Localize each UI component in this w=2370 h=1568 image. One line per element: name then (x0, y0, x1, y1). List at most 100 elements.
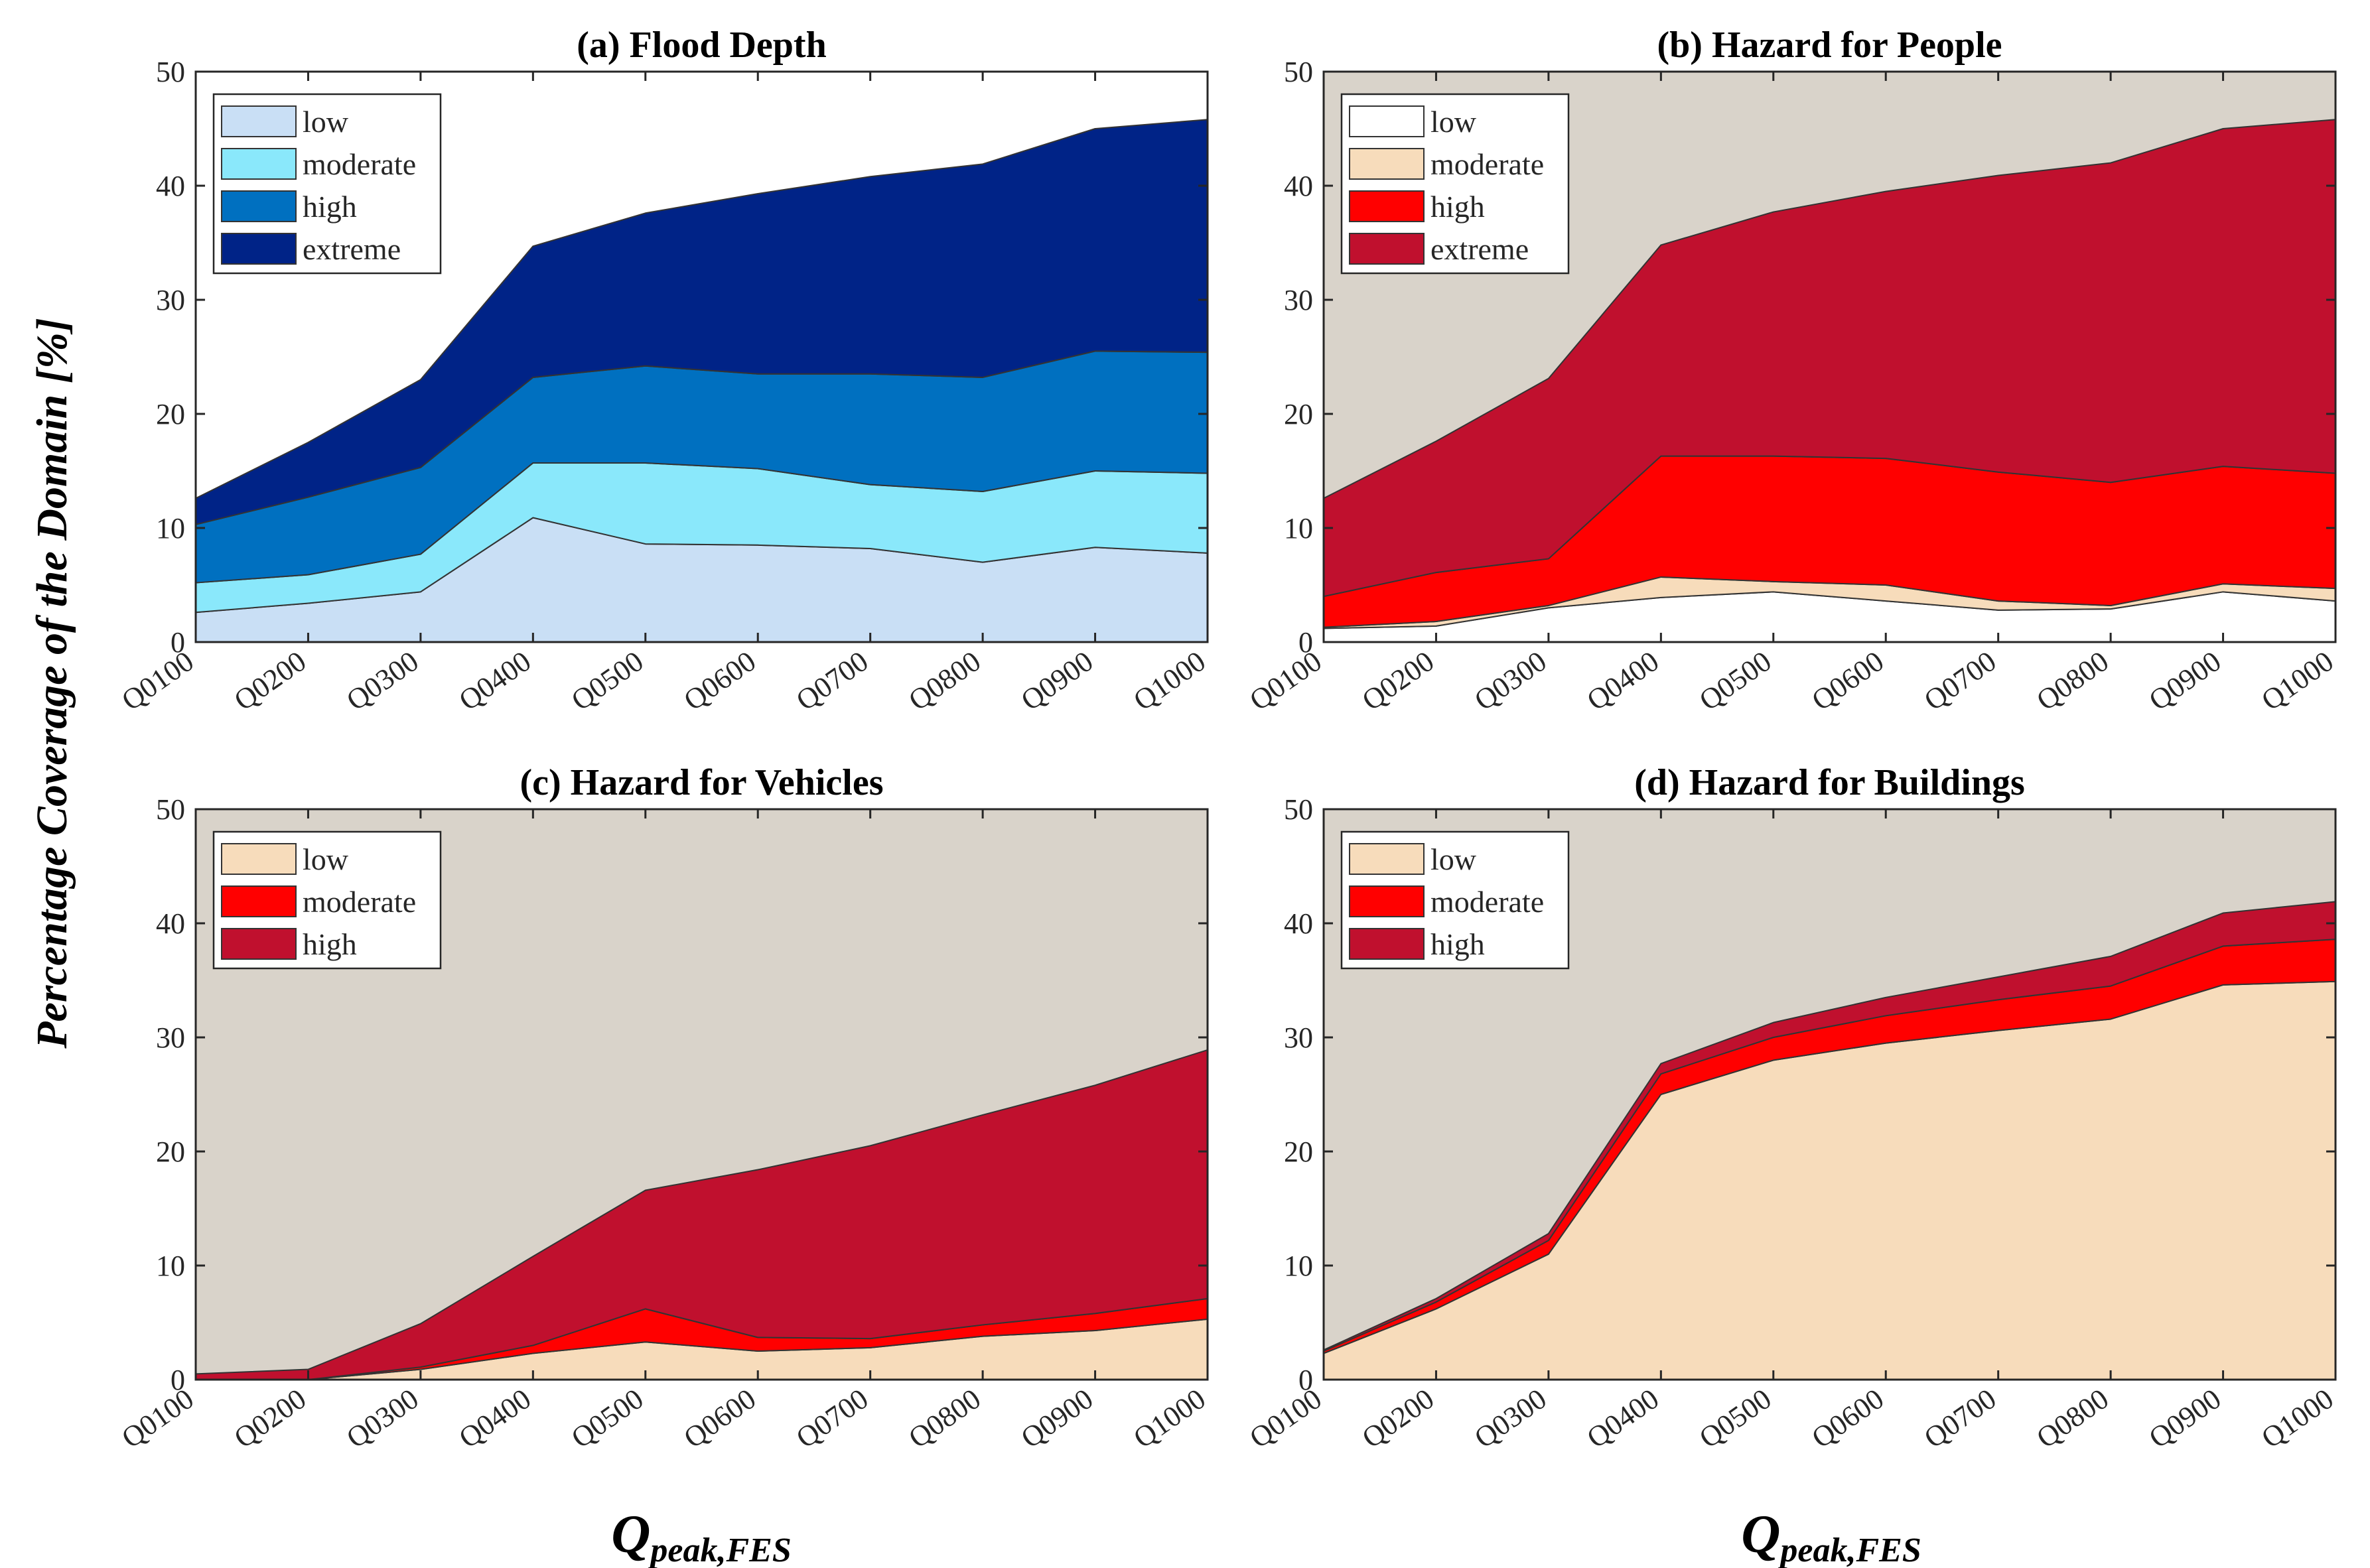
axes-frame (1322, 808, 2337, 1381)
y-tick-label: 40 (1284, 907, 1313, 940)
x-tick-label: Q0400 (1581, 645, 1665, 717)
legend: low moderate high extreme (1340, 93, 1570, 275)
x-axis-label-left: Qpeak,FES (611, 1504, 792, 1568)
legend-swatch-extreme (1349, 233, 1425, 265)
x-tick-label: Q0900 (1015, 1382, 1099, 1455)
panel-4: 0 10 20 30 40 50 Q0100 Q0200 Q0300 Q0400 Q0500 Q060… (1244, 762, 2339, 1455)
x-tick-label: Q1000 (1128, 645, 1212, 717)
x-tick-label: Q0700 (790, 1382, 874, 1455)
legend-label-low: low (1430, 842, 1477, 876)
legend-label-moderate: moderate (1430, 147, 1544, 181)
x-tick-label: Q0600 (678, 645, 762, 717)
y-tick-label: 50 (1284, 56, 1313, 88)
x-tick-label: Q0800 (903, 1382, 987, 1455)
legend-label-low: low (1430, 105, 1477, 139)
chart-panels: 0 10 20 30 40 50 Q0100 Q0200 Q0300 Q0400 Q0500 Q060… (116, 25, 2339, 1455)
x-tick-label: Q0300 (1468, 1382, 1552, 1455)
legend-swatch-high (1349, 190, 1425, 222)
panel-title: (c) Hazard for Vehicles (520, 762, 884, 803)
y-axis-label: Percentage Coverage of the Domain [%] (28, 318, 76, 1049)
legend-label-high: high (1430, 927, 1485, 961)
y-tick-label: 10 (156, 1250, 185, 1282)
legend-label-high: high (303, 927, 357, 961)
y-tick-label: 20 (1284, 398, 1313, 430)
legend-label-high: high (303, 190, 357, 224)
x-tick-label: Q0500 (565, 1382, 649, 1455)
axes-frame (194, 70, 1209, 643)
x-tick-label: Q0700 (1918, 645, 2002, 717)
x-tick-label: Q0200 (1356, 1382, 1440, 1455)
x-tick-label: Q0200 (228, 1382, 312, 1455)
y-tick-label: 30 (156, 1021, 185, 1054)
y-tick-label: 10 (156, 512, 185, 545)
y-tick-label: 50 (156, 56, 185, 88)
x-tick-label: Q0800 (2031, 645, 2115, 717)
x-tick-label: Q0900 (2143, 1382, 2227, 1455)
x-tick-label: Q1000 (1128, 1382, 1212, 1455)
x-tick-label: Q0900 (2143, 645, 2227, 717)
x-tick-label: Q0500 (1693, 1382, 1777, 1455)
y-tick-label: 0 (1298, 1364, 1313, 1396)
legend-swatch-extreme (221, 233, 297, 265)
x-tick-label: Q0600 (678, 1382, 762, 1455)
x-axis-label-right-main: Q (1741, 1504, 1780, 1564)
x-tick-label: Q0600 (1806, 1382, 1890, 1455)
x-tick-label: Q0800 (2031, 1382, 2115, 1455)
y-tick-label: 30 (1284, 1021, 1313, 1054)
x-tick-label: Q0400 (453, 1382, 537, 1455)
y-tick-label: 0 (171, 1364, 185, 1396)
x-tick-label: Q0800 (903, 645, 987, 717)
legend-swatch-low (1349, 105, 1425, 137)
panel-title: (a) Flood Depth (577, 25, 826, 66)
y-tick-label: 0 (1298, 626, 1313, 659)
panel-1: 0 10 20 30 40 50 Q0100 Q0200 Q0300 Q0400 Q0500 Q060… (116, 25, 1212, 717)
x-axis-label-right: Qpeak,FES (1741, 1504, 1921, 1568)
y-tick-label: 40 (156, 907, 185, 940)
y-tick-label: 30 (1284, 284, 1313, 316)
axes-frame (194, 808, 1209, 1381)
x-tick-label: Q0100 (116, 1382, 200, 1455)
axes-frame (1322, 70, 2337, 643)
legend-swatch-moderate (221, 148, 297, 180)
legend-swatch-low (221, 105, 297, 137)
x-tick-label: Q0400 (453, 645, 537, 717)
y-tick-label: 50 (156, 793, 185, 826)
y-tick-label: 30 (156, 284, 185, 316)
legend-label-moderate: moderate (1430, 885, 1544, 919)
legend-label-moderate: moderate (303, 885, 416, 919)
y-tick-label: 20 (1284, 1136, 1313, 1168)
legend: low moderate high extreme (212, 93, 442, 275)
legend: low moderate high (212, 830, 442, 970)
legend-label-extreme: extreme (303, 232, 401, 266)
x-tick-label: Q0500 (565, 645, 649, 717)
x-tick-label: Q0200 (1356, 645, 1440, 717)
panel-title: (d) Hazard for Buildings (1634, 762, 2025, 803)
x-tick-label: Q0200 (228, 645, 312, 717)
legend-swatch-high (1349, 928, 1425, 960)
legend-swatch-low (1349, 843, 1425, 875)
x-tick-label: Q0100 (1244, 1382, 1328, 1455)
x-tick-label: Q0100 (116, 645, 200, 717)
legend-swatch-high (221, 928, 297, 960)
legend: low moderate high (1340, 830, 1570, 970)
panel-title: (b) Hazard for People (1657, 25, 2002, 66)
legend-label-moderate: moderate (303, 147, 416, 181)
y-tick-label: 20 (156, 398, 185, 430)
y-tick-label: 20 (156, 1136, 185, 1168)
y-tick-label: 10 (1284, 1250, 1313, 1282)
x-tick-label: Q0100 (1244, 645, 1328, 717)
x-tick-label: Q0300 (340, 645, 424, 717)
x-tick-label: Q0700 (1918, 1382, 2002, 1455)
y-tick-label: 0 (171, 626, 185, 659)
x-tick-label: Q0300 (1468, 645, 1552, 717)
legend-swatch-moderate (1349, 148, 1425, 180)
x-tick-label: Q0300 (340, 1382, 424, 1455)
x-tick-label: Q0500 (1693, 645, 1777, 717)
legend-swatch-moderate (1349, 885, 1425, 917)
x-tick-label: Q1000 (2256, 1382, 2339, 1455)
legend-label-low: low (303, 842, 349, 876)
legend-label-low: low (303, 105, 349, 139)
panel-2: 0 10 20 30 40 50 Q0100 Q0200 Q0300 Q0400 Q0500 Q060… (1244, 25, 2339, 717)
x-tick-label: Q0600 (1806, 645, 1890, 717)
